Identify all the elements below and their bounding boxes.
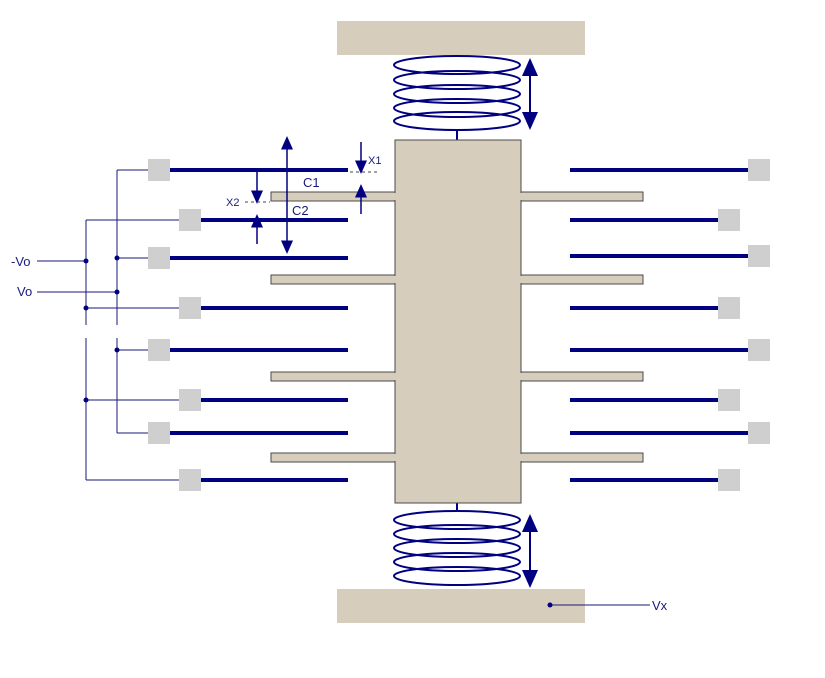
top-anchor (337, 21, 585, 55)
gap-annotations (251, 136, 367, 254)
left-pads (148, 159, 201, 491)
proof-mass (270, 139, 644, 504)
c2-label: C2 (292, 203, 309, 218)
vx-label: Vx (652, 598, 668, 613)
x2-label: X2 (226, 197, 239, 209)
c1-label: C1 (303, 175, 320, 190)
right-pads (718, 159, 770, 491)
bottom-spring (393, 503, 521, 586)
bottom-anchor (337, 589, 585, 623)
vo-label: Vo (17, 284, 32, 299)
junction-dots (83, 255, 553, 608)
left-electrodes (170, 168, 348, 482)
wiring (37, 169, 650, 606)
right-electrodes (570, 168, 748, 482)
top-spring (393, 55, 521, 140)
x1-label: X1 (368, 155, 381, 167)
neg-vo-label: -Vo (11, 254, 31, 269)
